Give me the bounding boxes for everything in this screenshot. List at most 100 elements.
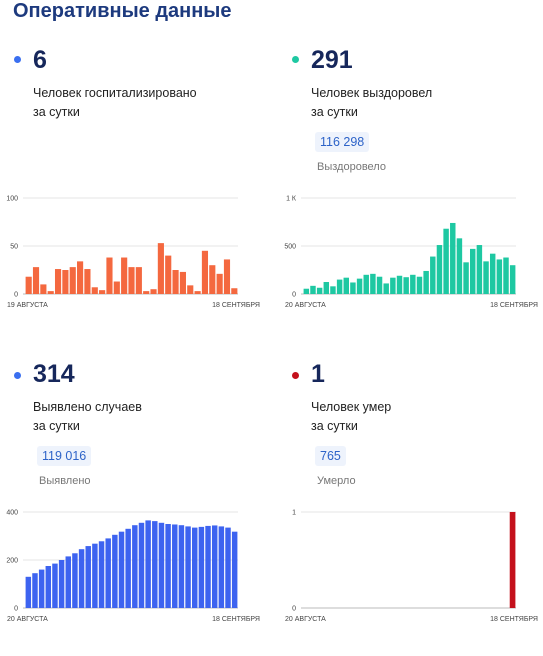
bar — [92, 543, 98, 608]
hospitalized-dot-icon — [14, 56, 21, 63]
bar — [98, 541, 105, 608]
y-tick-label: 100 — [6, 196, 18, 203]
bar — [198, 526, 205, 608]
deaths-description: Человек умер за сутки — [311, 400, 392, 433]
bar — [509, 265, 516, 294]
bar — [150, 289, 157, 294]
y-tick-label: 0 — [292, 606, 296, 613]
bar — [450, 222, 456, 294]
bar — [430, 256, 436, 294]
bar — [172, 524, 178, 608]
bar — [403, 277, 409, 294]
bar — [303, 288, 310, 294]
bar — [483, 261, 489, 294]
bar — [32, 573, 38, 608]
bar — [192, 527, 198, 608]
x-start-label: 20 АВГУСТА — [7, 616, 48, 623]
deaths-panel: 1 Человек умер за сутки 765 Умерло 0 1 20 … — [278, 356, 543, 656]
y-tick-label: 50 — [10, 244, 18, 251]
y-tick-label: 0 — [14, 292, 18, 299]
bar — [25, 276, 32, 294]
detected-total-badge: 119 016 — [37, 446, 92, 466]
bar — [423, 270, 429, 294]
bar — [336, 279, 343, 294]
detected-total-label: Выявлено — [39, 475, 91, 487]
bar — [112, 534, 118, 608]
bar — [125, 528, 131, 608]
y-tick-label: 500 — [284, 244, 296, 251]
bar — [72, 553, 78, 608]
bar — [85, 546, 91, 608]
bar — [396, 275, 403, 294]
y-tick-label: 200 — [6, 558, 18, 565]
detected-description: Выявлено случаев за сутки — [33, 400, 142, 433]
bar — [509, 512, 516, 608]
x-start-label: 19 АВГУСТА — [7, 302, 48, 309]
bar — [78, 549, 85, 608]
recovered-chart: 0 500 1 К 20 АВГУСТА 18 СЕНТЯБРЯ — [284, 196, 538, 310]
bar — [25, 576, 32, 608]
bar — [69, 267, 76, 294]
x-start-label: 20 АВГУСТА — [285, 616, 326, 623]
bar — [476, 245, 483, 294]
bar — [179, 271, 186, 294]
bar — [172, 270, 179, 294]
deaths-dot-icon — [292, 372, 299, 379]
bar — [185, 526, 191, 608]
bar — [223, 259, 231, 294]
bar — [128, 267, 135, 294]
hospitalized-chart: 0 50 100 19 АВГУСТА 18 СЕНТЯБРЯ — [6, 196, 260, 310]
x-end-label: 18 СЕНТЯБРЯ — [212, 616, 260, 623]
bar — [443, 228, 449, 294]
y-tick-label: 400 — [6, 510, 18, 517]
bar — [436, 245, 443, 294]
bar — [84, 269, 91, 294]
bar — [496, 259, 503, 294]
recovered-panel: 291 Человек выздоровел за сутки 116 298 … — [278, 40, 543, 340]
bar — [113, 281, 120, 294]
bar — [105, 538, 111, 608]
bar — [187, 285, 194, 294]
y-tick-label: 0 — [14, 606, 18, 613]
bar — [310, 285, 316, 294]
hospitalized-panel: 6 Человек госпитализировано за сутки 0 50… — [0, 40, 265, 340]
y-tick-label: 1 — [292, 510, 296, 517]
bar — [58, 560, 65, 608]
bar — [316, 287, 323, 294]
bar — [216, 273, 223, 294]
bar — [410, 274, 416, 294]
bar — [132, 525, 138, 608]
y-tick-label: 0 — [292, 292, 296, 299]
recovered-dot-icon — [292, 56, 299, 63]
recovered-total-label: Выздоровело — [317, 161, 386, 173]
bar — [32, 267, 40, 294]
bar — [376, 276, 383, 294]
x-end-label: 18 СЕНТЯБРЯ — [490, 302, 538, 309]
bar — [165, 255, 172, 294]
bar — [225, 527, 231, 608]
bar — [145, 520, 151, 608]
bar — [99, 290, 106, 294]
bar — [463, 262, 469, 294]
bar — [231, 531, 238, 608]
bar — [201, 250, 209, 294]
bar — [416, 276, 423, 294]
x-end-label: 18 СЕНТЯБРЯ — [490, 616, 538, 623]
bar — [65, 556, 71, 608]
bar — [330, 286, 336, 294]
bar — [77, 261, 84, 294]
y-tick-label: 1 К — [286, 196, 297, 203]
x-end-label: 18 СЕНТЯБРЯ — [212, 302, 260, 309]
hospitalized-description: Человек госпитализировано за сутки — [33, 86, 197, 119]
bar — [47, 291, 54, 294]
bar — [54, 269, 62, 294]
detected-chart: 0 200 400 20 АВГУСТА 18 СЕНТЯБРЯ — [6, 510, 260, 624]
deaths-chart: 0 1 20 АВГУСТА 18 СЕНТЯБРЯ — [285, 510, 538, 624]
bar — [38, 569, 45, 608]
recovered-count: 291 — [311, 46, 353, 74]
bar — [503, 257, 509, 294]
bar — [62, 270, 69, 294]
bar — [343, 277, 349, 294]
bar — [363, 274, 369, 294]
bar — [218, 526, 225, 608]
